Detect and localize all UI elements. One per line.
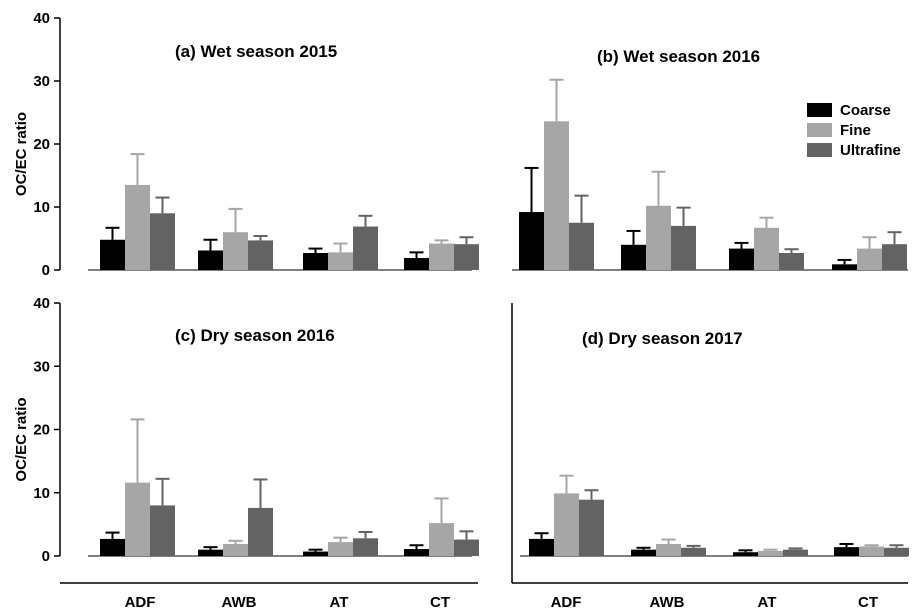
bar-fine — [429, 523, 454, 556]
panel-title: (c) Dry season 2016 — [175, 326, 335, 345]
bar-fine — [656, 543, 681, 556]
x-category-label: CT — [430, 594, 450, 610]
legend-label-fine: Fine — [840, 122, 871, 139]
bar-fine — [223, 232, 248, 270]
chart-panel-4: ADF AWB AT CT (d) Dry season 2017 — [511, 303, 909, 611]
bar-coarse — [832, 264, 857, 270]
panel-title: (b) Wet season 2016 — [597, 47, 760, 66]
bar-ultrafine — [248, 240, 273, 270]
bar-fine — [125, 482, 150, 556]
y-axis-title: OC/EC ratio — [13, 112, 30, 196]
bar-ultrafine — [248, 507, 273, 556]
panel-title: (d) Dry season 2017 — [582, 329, 743, 348]
legend-swatch-ultrafine — [807, 143, 832, 157]
bar-fine — [223, 543, 248, 556]
bar-ultrafine — [569, 222, 594, 270]
y-axis-title: OC/EC ratio — [13, 397, 30, 481]
bar-ultrafine — [671, 225, 696, 270]
bar-coarse — [404, 258, 429, 270]
legend-label-ultrafine: Ultrafine — [840, 142, 901, 159]
x-category-label: AWB — [650, 594, 685, 610]
chart-panel-2: (b) Wet season 2016 — [512, 47, 908, 271]
x-category-label: AWB — [222, 594, 257, 610]
y-tick-label: 30 — [33, 358, 50, 375]
panel-title: (a) Wet season 2015 — [175, 42, 337, 61]
x-category-label: AT — [758, 594, 777, 610]
bar-ultrafine — [150, 505, 175, 556]
bar-fine — [544, 121, 569, 270]
chart-legend: Coarse Fine Ultrafine — [807, 102, 901, 159]
y-tick-label: 0 — [42, 262, 50, 279]
bar-ultrafine — [353, 538, 378, 556]
x-category-label: CT — [858, 594, 878, 610]
bar-coarse — [100, 538, 125, 556]
bar-ultrafine — [150, 213, 175, 270]
bar-coarse — [733, 552, 758, 556]
bar-fine — [554, 493, 579, 556]
bar-coarse — [198, 250, 223, 270]
bar-coarse — [303, 551, 328, 556]
chart-panel-3: 0 10 20 30 40 OC/EC ratio ADF AWB AT CT (c) Dry se… — [13, 295, 479, 611]
bar-fine — [328, 542, 353, 556]
bar-ultrafine — [884, 547, 909, 556]
bar-coarse — [198, 549, 223, 556]
bar-coarse — [529, 538, 554, 556]
x-category-label: AT — [330, 594, 349, 610]
bar-ultrafine — [353, 226, 378, 270]
bar-fine — [125, 184, 150, 270]
x-category-label: ADF — [125, 594, 156, 610]
y-tick-label: 30 — [33, 73, 50, 90]
bar-fine — [857, 248, 882, 270]
bar-coarse — [621, 244, 646, 270]
bar-coarse — [729, 248, 754, 270]
y-tick-label: 10 — [33, 485, 50, 502]
legend-swatch-fine — [807, 123, 832, 137]
y-tick-label: 10 — [33, 199, 50, 216]
chart-panel-1: 0 10 20 30 40 OC/EC ratio (a) Wet season 2015 — [13, 10, 479, 279]
bar-coarse — [631, 549, 656, 556]
bar-fine — [859, 546, 884, 556]
bar-ultrafine — [882, 244, 907, 270]
bar-coarse — [303, 252, 328, 270]
bar-ultrafine — [779, 252, 804, 270]
bar-coarse — [519, 212, 544, 270]
bar-coarse — [100, 239, 125, 270]
y-tick-label: 20 — [33, 136, 50, 153]
bar-fine — [429, 243, 454, 270]
bar-fine — [758, 550, 783, 556]
bar-coarse — [834, 547, 859, 556]
bar-ultrafine — [454, 244, 479, 270]
y-tick-label: 20 — [33, 422, 50, 439]
y-tick-label: 40 — [33, 10, 50, 27]
legend-label-coarse: Coarse — [840, 102, 891, 119]
bar-coarse — [404, 549, 429, 556]
bar-fine — [646, 205, 671, 270]
bar-fine — [328, 252, 353, 270]
bar-fine — [754, 227, 779, 270]
bar-ultrafine — [681, 547, 706, 556]
bar-ultrafine — [783, 549, 808, 556]
y-tick-label: 40 — [33, 295, 50, 312]
bar-ultrafine — [454, 539, 479, 556]
legend-swatch-coarse — [807, 103, 832, 117]
bar-ultrafine — [579, 499, 604, 556]
x-category-label: ADF — [551, 594, 582, 610]
y-tick-label: 0 — [42, 548, 50, 565]
